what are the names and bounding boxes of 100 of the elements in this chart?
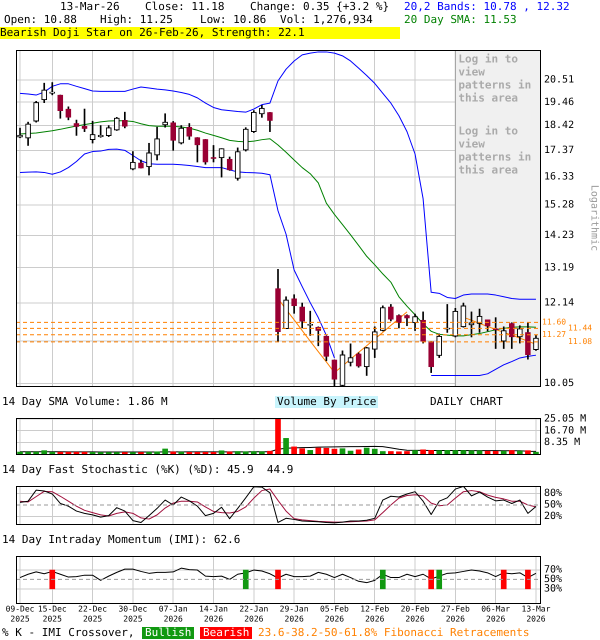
y-tick-label: 13.19 (544, 262, 574, 274)
x-tick-label: 12-Feb 2026 (360, 604, 390, 624)
x-tick-label: 20-Feb 2026 (400, 604, 430, 624)
text: Bearish (200, 626, 252, 639)
bar (476, 450, 482, 454)
bar (484, 450, 490, 454)
y-tick-label: 15.28 (544, 200, 574, 211)
chart-title: Bearish Doji Star on 26-Feb-26, Strength: 22.1 (0, 26, 400, 39)
y-tick-label: 16.70 M (544, 425, 586, 436)
bar (428, 450, 434, 454)
bar (154, 451, 160, 454)
bar (517, 450, 523, 454)
text: 20 Day SMA: 11.53 (404, 13, 517, 26)
y-tick-label: 50% (544, 500, 562, 511)
bar (452, 450, 458, 454)
bar (364, 448, 370, 454)
text: DAILY CHART (430, 395, 503, 408)
ref-line-label: 11.44 (568, 323, 592, 332)
bar (404, 451, 410, 454)
x-tick-label: 27-Feb 2026 (440, 604, 470, 624)
y-tick-label: 70% (544, 564, 562, 576)
bar (525, 450, 531, 454)
bar (508, 450, 515, 454)
bar (218, 450, 224, 454)
y-tick-label: 8.35 M (544, 436, 580, 448)
y-tick-label: 14.23 (544, 230, 574, 242)
bar (356, 449, 362, 454)
bar (396, 451, 402, 454)
text: 13-Mar-26 (60, 0, 120, 13)
bar (340, 448, 346, 454)
bar (242, 451, 249, 454)
y-tick-label: 30% (544, 583, 562, 594)
x-tick-label: 29-Jan 2026 (280, 604, 309, 624)
text: Vol: 1,276,934 (280, 13, 373, 26)
y-tick-label: 19.46 (544, 96, 574, 108)
y-tick-label: 20% (544, 510, 562, 522)
bar (348, 450, 354, 454)
bar (492, 451, 498, 454)
text: Volume By Price (275, 395, 378, 408)
chart-title: 14 Day Fast Stochastic (%K) (%D): 45.9 44.9 (2, 463, 294, 476)
y-tick-label: 17.37 (544, 145, 574, 156)
y-tick-label: 12.14 (544, 298, 574, 309)
bar (332, 448, 338, 454)
bar (444, 450, 450, 454)
x-tick-label: 22-Jan 2026 (239, 604, 268, 624)
bar (420, 449, 426, 454)
bar (283, 438, 289, 454)
y-tick-label: 18.42 (544, 120, 574, 132)
x-tick-label: 06-Mar 2026 (481, 604, 510, 624)
bar (234, 451, 241, 454)
bar (267, 450, 273, 454)
text: Open: 10.88 (4, 13, 77, 26)
bar (162, 448, 168, 454)
x-tick-label: 09-Dec 2025 (6, 604, 35, 624)
candlestick (348, 344, 354, 366)
x-tick-label: 15-Dec 2025 (38, 604, 67, 624)
ref-line-label: 11.08 (568, 337, 592, 346)
x-tick-label: 13-Mar 2026 (522, 604, 551, 624)
x-tick-label: 07-Jan 2026 (158, 604, 188, 624)
band-label: Log in to view patterns in this area (458, 52, 532, 104)
y-axis-title: Logarithmic (588, 184, 600, 252)
x-tick-label: 22-Dec 2025 (78, 604, 108, 624)
bar (299, 448, 306, 454)
bar (436, 450, 442, 454)
bar (324, 448, 330, 454)
x-tick-label: 30-Dec 2025 (118, 604, 148, 624)
candlestick (468, 312, 474, 338)
text: Bullish (142, 626, 194, 639)
text: % K - IMI Crossover, (2, 626, 134, 639)
x-tick-label: 05-Feb 2026 (320, 604, 350, 624)
bar (250, 451, 257, 454)
bar (380, 451, 386, 454)
x-tick-label: 14-Jan 2026 (199, 604, 228, 624)
ref-line-label: 11.60 (542, 317, 566, 326)
text: 20,2 Bands: 10.78 , 12.32 (404, 0, 570, 13)
bar (388, 451, 394, 454)
text: Change: 0.35 {+3.2 %} (250, 0, 390, 13)
text: 23.6-38.2-50-61.8% Fibonacci Retracements (258, 626, 530, 639)
bar (372, 448, 378, 454)
candlestick (210, 145, 216, 162)
bar (500, 450, 507, 454)
annotation: Log in to view patterns in this area (458, 124, 532, 176)
y-tick-label: 50% (544, 574, 562, 585)
bar (259, 451, 265, 454)
bar (291, 446, 297, 454)
y-tick-label: 16.33 (544, 171, 574, 182)
bar (315, 448, 322, 454)
bar (41, 450, 48, 454)
bar (412, 450, 418, 454)
bar (468, 450, 474, 454)
bar (460, 450, 466, 454)
bar (275, 418, 281, 454)
ref-line-label: 11.27 (542, 330, 566, 339)
chart-title: 14 Day SMA Volume: 1.86 M (2, 395, 168, 408)
text: Close: 11.18 (145, 0, 224, 13)
chart-title: 14 Day Intraday Momentum (IMI): 62.6 (2, 533, 240, 546)
y-tick-label: 80% (544, 488, 562, 500)
candlestick (82, 108, 88, 132)
y-tick-label: 25.05 M (544, 414, 586, 425)
y-tick-label: 10.05 (544, 378, 574, 390)
